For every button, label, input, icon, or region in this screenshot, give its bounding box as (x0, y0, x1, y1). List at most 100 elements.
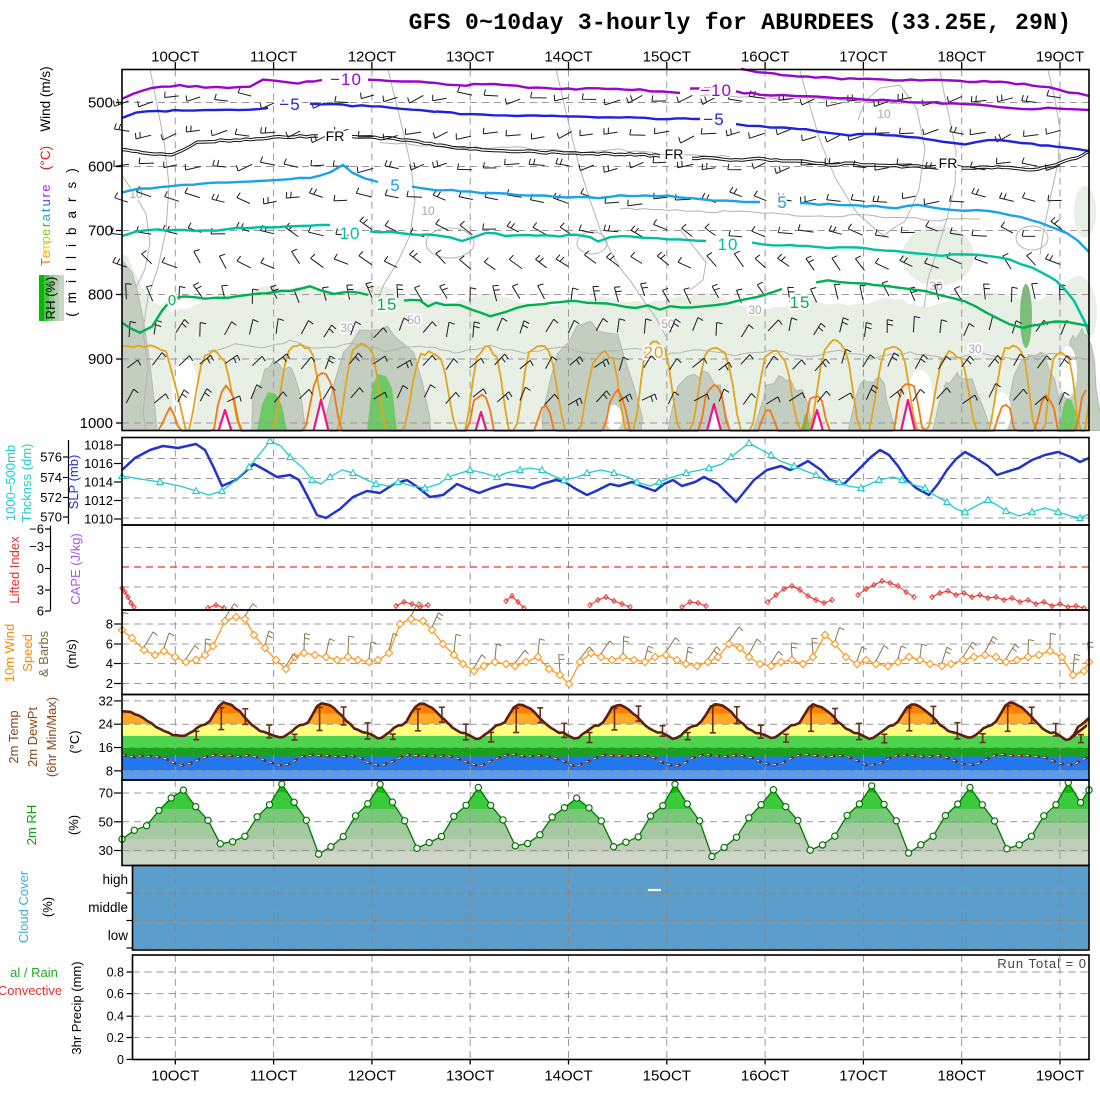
svg-text:16OCT: 16OCT (741, 49, 789, 66)
svg-text:a: a (39, 214, 53, 221)
svg-text:800: 800 (88, 287, 113, 304)
svg-text:10: 10 (340, 224, 361, 243)
svg-text:(°C): (°C) (38, 146, 53, 170)
svg-text:0.6: 0.6 (107, 987, 124, 1001)
svg-text:−3: −3 (29, 539, 44, 554)
svg-text:20: 20 (644, 343, 665, 362)
svg-text:CAPE (J/kg): CAPE (J/kg) (68, 533, 83, 605)
svg-text:−6: −6 (29, 522, 44, 537)
svg-text:500: 500 (88, 95, 113, 112)
svg-text:30: 30 (99, 843, 113, 858)
svg-text:30: 30 (968, 342, 982, 356)
svg-text:17OCT: 17OCT (839, 49, 887, 66)
svg-text:10: 10 (718, 235, 739, 254)
svg-text:& Barbs: & Barbs (36, 630, 51, 677)
svg-text:30: 30 (340, 321, 354, 335)
svg-text:Convective: Convective (0, 983, 62, 998)
svg-text:high: high (102, 872, 128, 887)
svg-text:0: 0 (37, 561, 44, 576)
svg-text:14OCT: 14OCT (544, 49, 592, 66)
svg-text:1000−500mb: 1000−500mb (3, 445, 18, 521)
svg-text:RH (%): RH (%) (43, 277, 58, 320)
svg-text:1014: 1014 (84, 475, 113, 490)
svg-text:8: 8 (106, 763, 113, 778)
svg-text:13OCT: 13OCT (446, 1068, 494, 1085)
svg-text:m: m (39, 242, 53, 252)
svg-text:30: 30 (748, 303, 762, 317)
svg-text:1018: 1018 (84, 438, 113, 453)
svg-text:18OCT: 18OCT (938, 1068, 986, 1085)
svg-text:576: 576 (40, 450, 62, 465)
svg-text:1010: 1010 (84, 512, 113, 527)
svg-text:3: 3 (37, 583, 44, 598)
svg-text:T: T (39, 258, 53, 266)
svg-text:10: 10 (877, 107, 891, 121)
svg-text:u: u (39, 199, 53, 206)
svg-text:−10: −10 (700, 81, 732, 100)
svg-text:11OCT: 11OCT (250, 1068, 297, 1085)
svg-text:2m Temp: 2m Temp (6, 710, 21, 763)
svg-text:Lifted Index: Lifted Index (7, 536, 22, 604)
svg-text:FR: FR (939, 155, 958, 171)
svg-text:low: low (108, 928, 129, 943)
svg-text:SLP (mb): SLP (mb) (66, 455, 81, 510)
svg-text:−5: −5 (279, 95, 300, 114)
svg-text:16OCT: 16OCT (741, 1068, 789, 1085)
svg-text:0.8: 0.8 (107, 966, 124, 980)
svg-text:(%): (%) (40, 897, 55, 917)
svg-text:1012: 1012 (84, 493, 113, 508)
svg-text:1000: 1000 (80, 415, 113, 432)
svg-text:(millibars): (millibars) (64, 159, 79, 317)
svg-text:19OCT: 19OCT (1036, 1068, 1084, 1085)
svg-text:15: 15 (790, 293, 811, 312)
svg-text:17OCT: 17OCT (839, 1068, 887, 1085)
svg-text:Thcknss (dm): Thcknss (dm) (19, 444, 34, 523)
svg-text:18OCT: 18OCT (938, 49, 986, 66)
svg-text:0.4: 0.4 (107, 1010, 124, 1024)
svg-text:5: 5 (777, 193, 786, 212)
svg-text:10: 10 (421, 204, 435, 218)
svg-text:FR: FR (326, 128, 345, 144)
svg-text:30: 30 (929, 279, 943, 293)
svg-text:6: 6 (106, 637, 113, 652)
svg-text:11OCT: 11OCT (250, 49, 297, 66)
svg-text:2m RH: 2m RH (24, 805, 39, 845)
svg-text:r: r (39, 193, 53, 197)
svg-text:10OCT: 10OCT (151, 1068, 199, 1085)
svg-text:15: 15 (377, 295, 398, 314)
svg-text:50: 50 (99, 814, 113, 829)
svg-text:(°C): (°C) (67, 730, 82, 753)
svg-text:700: 700 (88, 223, 113, 240)
svg-text:−5: −5 (703, 110, 724, 129)
svg-text:13OCT: 13OCT (446, 49, 494, 66)
svg-text:19OCT: 19OCT (1036, 49, 1084, 66)
svg-text:12OCT: 12OCT (348, 1068, 396, 1085)
svg-text:12OCT: 12OCT (348, 49, 396, 66)
svg-text:Wind (m/s): Wind (m/s) (38, 66, 53, 131)
svg-text:600: 600 (88, 159, 113, 176)
svg-text:70: 70 (99, 786, 113, 801)
svg-text:1016: 1016 (84, 456, 113, 471)
svg-text:574: 574 (40, 470, 62, 485)
svg-text:(%): (%) (66, 815, 81, 835)
svg-text:−10: −10 (330, 70, 362, 89)
svg-text:Speed: Speed (20, 634, 35, 672)
svg-text:14OCT: 14OCT (544, 1068, 592, 1085)
svg-text:2: 2 (106, 676, 113, 691)
svg-text:570: 570 (40, 510, 62, 525)
svg-text:t: t (39, 208, 53, 212)
svg-text:32: 32 (99, 693, 113, 708)
svg-text:0: 0 (168, 292, 176, 309)
svg-text:Run Total = 0: Run Total = 0 (997, 956, 1087, 971)
svg-text:Cloud Cover: Cloud Cover (16, 870, 31, 943)
svg-text:2m DewPt: 2m DewPt (25, 707, 40, 767)
svg-text:10m Wind: 10m Wind (2, 624, 17, 683)
svg-text:0.2: 0.2 (107, 1031, 124, 1045)
svg-text:GFS 0~10day 3-hourly for ABURD: GFS 0~10day 3-hourly for ABURDEES (33.25… (409, 10, 1072, 36)
svg-text:e: e (39, 251, 53, 258)
svg-text:10OCT: 10OCT (151, 49, 199, 66)
svg-text:572: 572 (40, 490, 62, 505)
svg-text:4: 4 (106, 656, 113, 671)
svg-text:50: 50 (407, 313, 421, 327)
svg-text:15OCT: 15OCT (643, 1068, 691, 1085)
